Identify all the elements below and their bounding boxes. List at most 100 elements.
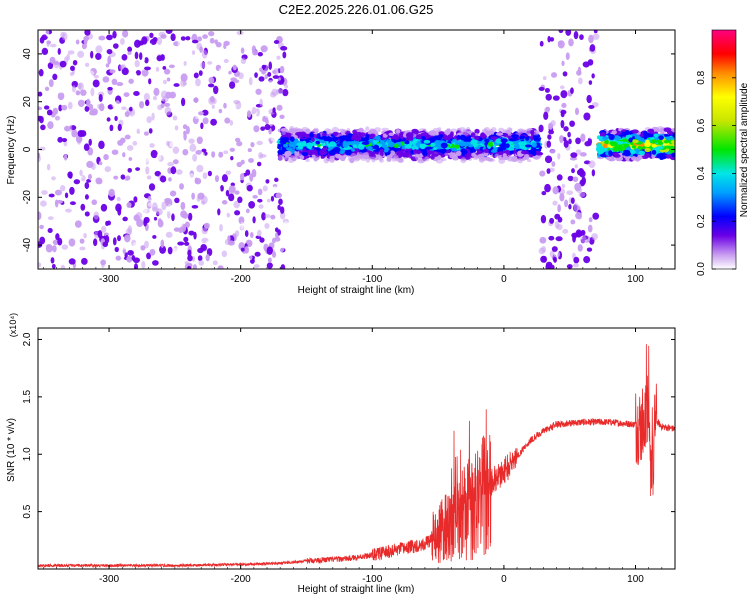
heatmap-cell: [490, 149, 498, 153]
heatmap-cell: [236, 30, 244, 36]
heatmap-cell: [282, 51, 287, 59]
heatmap-cell: [567, 131, 571, 138]
heatmap-cell: [256, 216, 261, 225]
heatmap-cell: [38, 106, 43, 111]
heatmap-cell: [274, 227, 279, 233]
heatmap-cell: [172, 247, 179, 255]
heatmap-cell: [234, 210, 241, 216]
heatmap-cell: [562, 228, 569, 234]
heatmap-cell: [38, 154, 41, 163]
heatmap-cell: [93, 74, 99, 79]
heatmap-cell: [152, 260, 159, 266]
heatmap-cell: [105, 63, 110, 68]
heatmap-cell: [549, 37, 555, 42]
heatmap-cell: [48, 79, 54, 88]
heatmap-cell: [44, 86, 50, 91]
heatmap-cell: [171, 213, 175, 222]
heatmap-cell: [267, 72, 272, 77]
heatmap-cell: [608, 150, 613, 156]
heatmap-cell: [495, 132, 504, 136]
heatmap-cell: [375, 154, 383, 160]
heatmap-cell: [350, 153, 357, 157]
heatmap-cell: [480, 132, 486, 138]
heatmap-cell: [527, 149, 536, 155]
heatmap-cell: [207, 83, 215, 88]
heatmap-cell: [88, 103, 94, 111]
heatmap-cell: [81, 257, 88, 265]
heatmap-cell: [638, 150, 646, 156]
heatmap-cell: [365, 146, 373, 150]
heatmap-cell: [543, 111, 549, 120]
heatmap-cell: [301, 152, 309, 157]
heatmap-cell: [630, 150, 636, 155]
heatmap-cell: [495, 138, 502, 144]
heatmap-cell: [257, 52, 263, 57]
heatmap-cell: [572, 176, 579, 182]
heatmap-cell: [277, 149, 286, 155]
heatmap-cell: [277, 80, 284, 85]
heatmap-cell: [80, 203, 86, 211]
heatmap-cell: [254, 187, 259, 196]
heatmap-cell: [59, 185, 66, 192]
heatmap-cell: [438, 134, 444, 138]
heatmap-cell: [153, 87, 160, 96]
heatmap-cell: [124, 134, 131, 140]
heatmap-cell: [651, 149, 657, 155]
heatmap-cell: [474, 135, 480, 141]
heatmap-cell: [117, 235, 121, 242]
heatmap-cell: [571, 232, 579, 238]
heatmap-cell: [388, 132, 395, 137]
heatmap-cell: [70, 65, 75, 72]
heatmap-cell: [105, 250, 111, 256]
heatmap-cell: [283, 221, 289, 228]
heatmap-cell: [249, 231, 254, 239]
heatmap-cell: [54, 189, 62, 196]
heatmap-cell: [267, 80, 274, 85]
heatmap-cell: [152, 95, 158, 101]
heatmap-cell: [253, 125, 260, 133]
heatmap-cell: [379, 148, 385, 154]
heatmap-cell: [488, 128, 494, 134]
heatmap-cell: [457, 141, 466, 147]
heatmap-cell: [441, 148, 447, 153]
heatmap-cell: [574, 182, 582, 192]
heatmap-cell: [665, 136, 672, 141]
heatmap-cell: [226, 212, 231, 218]
heatmap-cell: [88, 173, 92, 180]
heatmap-cell: [191, 50, 196, 55]
heatmap-cell: [147, 202, 153, 207]
heatmap-cell: [455, 150, 462, 157]
heatmap-cell: [415, 154, 420, 161]
heatmap-cell: [247, 148, 252, 153]
heatmap-cell: [38, 262, 42, 268]
heatmap-cell: [106, 220, 111, 226]
heatmap-cell: [261, 64, 267, 69]
heatmap-cell: [460, 148, 466, 154]
heatmap-cell: [261, 212, 266, 221]
heatmap-cell: [570, 87, 574, 95]
heatmap-cell: [513, 143, 520, 149]
heatmap-cell: [106, 117, 111, 122]
heatmap-cell: [57, 92, 65, 101]
heatmap-cell: [103, 154, 109, 161]
heatmap-cell: [616, 140, 624, 145]
heatmap-cell: [573, 262, 579, 268]
heatmap-cell: [320, 149, 327, 156]
heatmap-cell: [152, 36, 158, 43]
heatmap-cell: [151, 112, 155, 121]
heatmap-cell: [149, 248, 156, 256]
heatmap-cell: [230, 155, 234, 161]
heatmap-cell: [591, 233, 598, 241]
spectrogram-y-axis: -40 -20 0 20 40: [22, 48, 675, 252]
heatmap-cell: [487, 141, 494, 147]
heatmap-cell: [202, 117, 209, 125]
heatmap-cell: [52, 107, 59, 115]
y-tick-label: 2.0: [22, 332, 33, 346]
heatmap-cell: [144, 232, 150, 242]
heatmap-cell: [156, 55, 163, 62]
heatmap-cell: [93, 61, 97, 70]
heatmap-cell: [281, 131, 286, 135]
heatmap-cell: [575, 212, 583, 220]
heatmap-cell: [550, 72, 558, 78]
heatmap-cell: [589, 44, 596, 52]
